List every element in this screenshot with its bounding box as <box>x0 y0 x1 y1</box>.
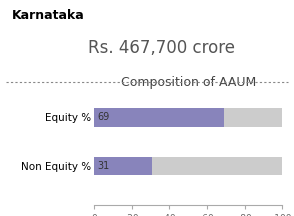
Text: Rs. 467,700 crore: Rs. 467,700 crore <box>88 38 235 57</box>
Text: Karnataka: Karnataka <box>12 9 84 22</box>
Bar <box>94 108 224 127</box>
Bar <box>94 157 282 175</box>
Bar <box>94 108 282 127</box>
Text: 69: 69 <box>97 112 109 122</box>
Title: Composition of AAUM: Composition of AAUM <box>121 76 256 89</box>
Text: 31: 31 <box>97 161 109 171</box>
Bar <box>94 157 152 175</box>
